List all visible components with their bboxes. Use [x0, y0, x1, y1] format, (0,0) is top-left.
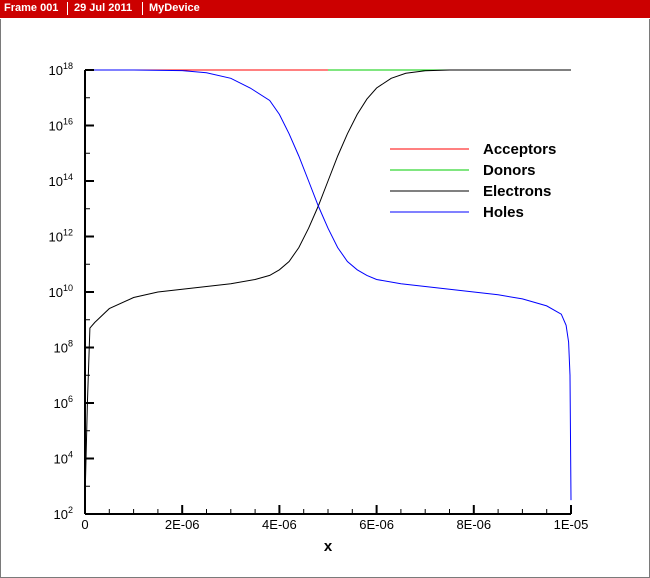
y-tick-label: 1016	[49, 117, 73, 134]
date-label: 29 Jul 2011	[74, 2, 133, 14]
legend-label-acceptors: Acceptors	[483, 141, 556, 158]
legend-label-holes: Holes	[483, 204, 524, 221]
legend-label-donors: Donors	[483, 162, 536, 179]
y-tick-label: 104	[54, 450, 73, 467]
header-separator	[142, 2, 143, 15]
x-tick-label: 0	[81, 517, 88, 532]
y-tick-label: 106	[54, 394, 73, 411]
x-tick-label: 6E-06	[359, 517, 394, 532]
header-separator	[67, 2, 68, 15]
series-layer	[84, 69, 572, 501]
x-tick-label: 4E-06	[262, 517, 297, 532]
y-tick-label: 1010	[49, 283, 73, 300]
device-label: MyDevice	[149, 2, 200, 14]
y-tick-label: 102	[54, 505, 73, 522]
legend-label-electrons: Electrons	[483, 183, 551, 200]
y-tick-label: 108	[54, 339, 73, 356]
x-tick-label: 8E-06	[456, 517, 491, 532]
legend: Acceptors Donors Electrons Holes	[390, 141, 556, 221]
y-tick-label: 1014	[49, 172, 73, 189]
y-tick-label: 1012	[49, 228, 73, 245]
y-tick-label: 1018	[49, 61, 73, 78]
frame-header-bar: Frame 001 29 Jul 2011 MyDevice	[0, 0, 650, 19]
frame-label: Frame 001	[4, 2, 59, 14]
series-line-holes	[85, 69, 572, 501]
x-tick-label: 2E-06	[165, 517, 200, 532]
series-line-electrons	[84, 69, 571, 501]
x-axis-title: x	[324, 538, 333, 555]
axes-layer: 0 2E-06 4E-06 6E-06 8E-06 1E-05 102 104 106 108 10…	[49, 61, 589, 532]
x-tick-label: 1E-05	[554, 517, 589, 532]
